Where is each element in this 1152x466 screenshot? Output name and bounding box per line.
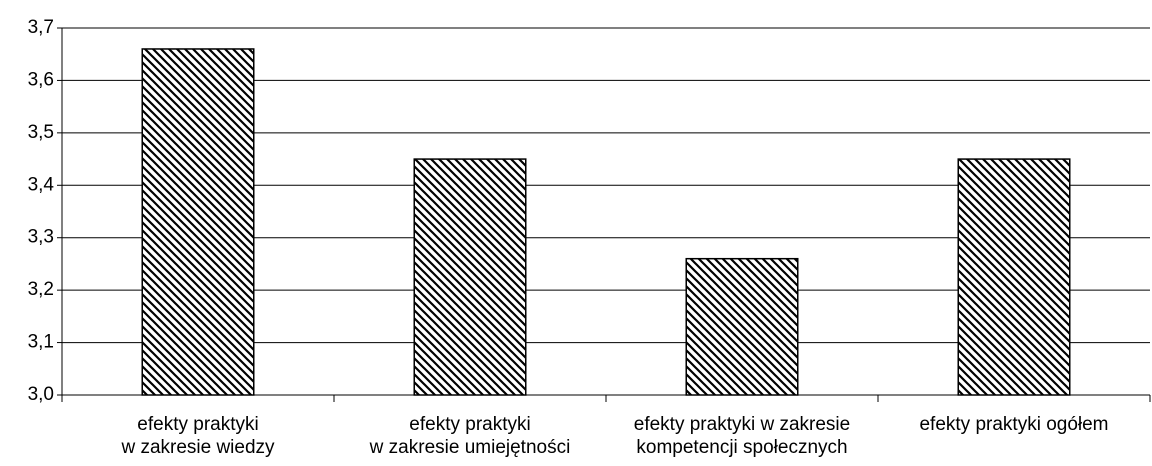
bar xyxy=(685,257,799,396)
x-tick-label: efekty praktyki w zakresie wiedzy xyxy=(120,414,275,458)
bar xyxy=(141,48,255,396)
y-tick-label: 3,5 xyxy=(28,122,54,143)
y-tick-label: 3,6 xyxy=(28,69,54,90)
bar xyxy=(957,158,1071,396)
y-tick-label: 3,2 xyxy=(28,279,54,300)
y-tick-label: 3,4 xyxy=(28,174,55,195)
y-tick-label: 3,0 xyxy=(28,384,54,405)
x-tick-label: efekty praktyki ogółem xyxy=(919,414,1108,435)
x-tick-label: efekty praktyki w zakresie kompetencji sp… xyxy=(634,414,850,458)
bar xyxy=(413,158,527,396)
y-tick-label: 3,7 xyxy=(28,17,54,38)
y-tick-label: 3,1 xyxy=(28,332,54,353)
y-tick-label: 3,3 xyxy=(28,227,54,248)
x-tick-label: efekty praktyki w zakresie umiejętności xyxy=(369,414,571,458)
